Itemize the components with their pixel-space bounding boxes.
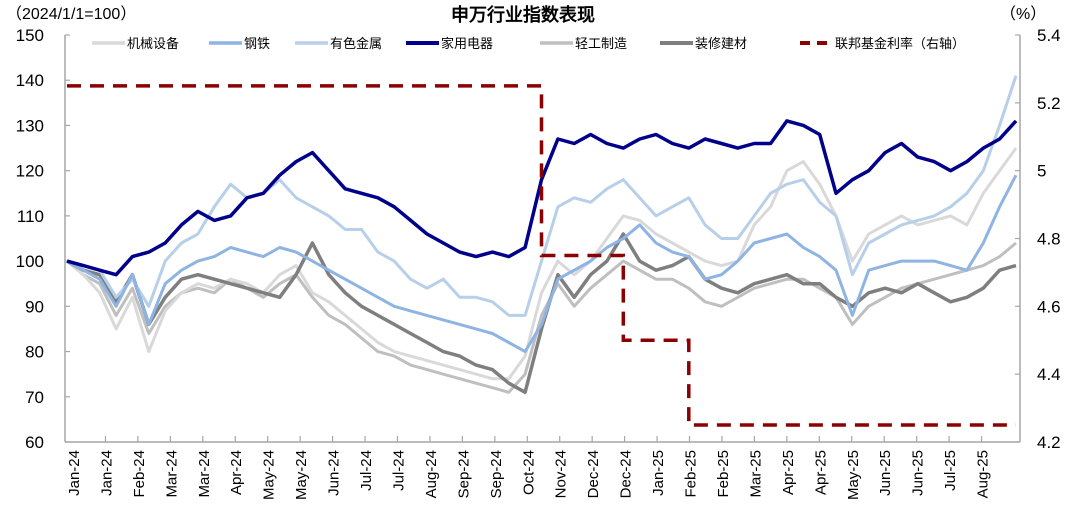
right-axis-tick-label: 5 [1037, 162, 1046, 181]
x-axis-tick-label: May-25 [845, 450, 862, 500]
legend-label: 家用电器 [441, 36, 493, 52]
x-axis-tick-label: Jul-25 [942, 450, 959, 491]
x-axis-tick-label: May-24 [293, 450, 310, 500]
left-y-axis: 150 140 130 120 110 100 90 80 70 60 [16, 26, 70, 452]
legend-label: 机械设备 [127, 36, 179, 52]
x-axis-tick-label: Aug-25 [975, 450, 992, 498]
right-axis-tick-label: 4.2 [1037, 433, 1061, 452]
legend-label: 装修建材 [695, 37, 747, 52]
right-axis-tick-label: 5.2 [1037, 94, 1061, 113]
x-axis-tick-label: Jun-25 [910, 450, 927, 496]
legend-item: 家用电器 [406, 36, 493, 52]
x-axis-tick-label: Mar-25 [747, 450, 764, 498]
x-axis-tick-label: Jan-24 [98, 450, 115, 496]
right-y-axis: 5.4 5.2 5 4.8 4.6 4.4 4.2 [1015, 26, 1061, 452]
left-axis-tick-label: 70 [25, 388, 44, 407]
chart-legend: 机械设备 钢铁 有色金属 家用电器 轻工制造 装修建材 联邦基金利率（右轴） [92, 36, 965, 52]
legend-item: 有色金属 [295, 36, 382, 52]
legend-item: 轻工制造 [540, 37, 627, 52]
left-axis-tick-label: 90 [25, 297, 44, 316]
x-axis-tick-label: Apr-24 [228, 450, 245, 495]
x-axis-tick-label: Jul-24 [390, 450, 407, 491]
left-axis-tick-label: 140 [16, 71, 44, 90]
x-axis-tick-label: Jan-25 [650, 450, 667, 496]
left-axis-tick-label: 100 [16, 252, 44, 271]
x-axis-tick-label: Mar-24 [163, 450, 180, 498]
chart-title: 申万行业指数表现 [451, 4, 595, 26]
x-axis-tick-label: Jun-25 [877, 450, 894, 496]
x-axis-tick-label: Dec-24 [618, 450, 635, 498]
right-axis-tick-label: 5.4 [1037, 26, 1061, 45]
right-axis-tick-label: 4.4 [1037, 365, 1061, 384]
right-axis-tick-label: 4.8 [1037, 230, 1061, 249]
legend-label: 联邦基金利率（右轴） [835, 36, 965, 52]
series-line [67, 84, 1016, 427]
legend-label: 轻工制造 [575, 37, 627, 52]
left-axis-unit: （2024/1/1=100） [6, 5, 136, 23]
left-axis-tick-label: 150 [16, 26, 44, 45]
left-axis-tick-label: 130 [16, 116, 44, 135]
right-axis-unit: （%） [1000, 5, 1046, 23]
series-line [66, 119, 1018, 277]
left-axis-tick-label: 80 [25, 343, 44, 362]
legend-item: 联邦基金利率（右轴） [800, 36, 965, 52]
x-axis-tick-label: May-24 [261, 450, 278, 500]
left-axis-tick-label: 120 [16, 162, 44, 181]
x-axis-tick-label: Jan-24 [66, 450, 83, 496]
x-axis-tick-label: Apr-25 [812, 450, 829, 495]
legend-label: 钢铁 [244, 37, 270, 52]
x-axis-tick-label: Apr-25 [780, 450, 797, 495]
x-axis-tick-label: Feb-25 [715, 450, 732, 498]
x-axis-tick-label: Aug-24 [423, 450, 440, 498]
x-axis-tick-label: Oct-24 [520, 450, 537, 495]
series-line [66, 75, 1018, 317]
x-axis-tick-label: Feb-24 [131, 450, 148, 498]
x-axis-tick-label: Feb-25 [683, 450, 700, 498]
x-axis: Jan-24 Jan-24 Feb-24 Mar-24 Mar-24 Apr-24 May-… [65, 436, 1020, 500]
x-axis-tick-label: Mar-24 [196, 450, 213, 498]
x-axis-tick-label: Nov-24 [553, 450, 570, 498]
right-axis-tick-label: 4.6 [1037, 297, 1061, 316]
x-axis-tick-label: Sep-24 [455, 450, 472, 498]
legend-label: 有色金属 [330, 36, 382, 52]
legend-item: 钢铁 [209, 37, 270, 52]
legend-item: 机械设备 [92, 36, 179, 52]
plot-area [66, 75, 1018, 427]
left-axis-tick-label: 110 [17, 207, 44, 226]
x-axis-tick-label: Dec-24 [585, 450, 602, 498]
x-axis-tick-label: Sep-24 [488, 450, 505, 498]
x-axis-tick-label: Jun-24 [326, 450, 343, 496]
left-axis-tick-label: 60 [25, 433, 44, 452]
legend-item: 装修建材 [660, 37, 747, 52]
x-axis-tick-label: Jul-24 [358, 450, 375, 491]
series-line [66, 174, 1018, 354]
